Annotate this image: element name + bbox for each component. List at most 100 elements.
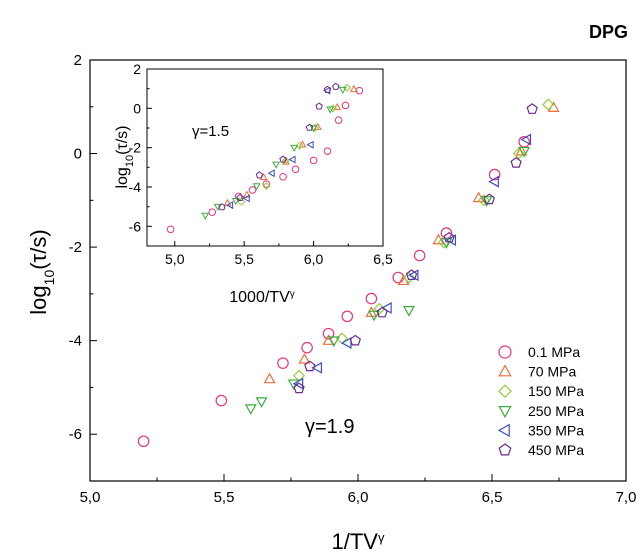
data-point (244, 404, 257, 415)
x-tick-label: 5,5 (214, 489, 235, 506)
data-point (215, 394, 228, 407)
series-350-mpa (292, 133, 532, 390)
data-point (518, 146, 531, 158)
data-point (542, 98, 555, 111)
inset-y-tick-label: -4 (129, 179, 142, 195)
data-point (407, 269, 419, 282)
x-axis-label: 1/TVγ (332, 529, 385, 554)
inset-data-point (326, 106, 335, 114)
data-point (440, 238, 453, 249)
legend-entry: 70 MPa (498, 364, 576, 380)
inset-series-0-1-mpa (166, 86, 364, 234)
inset-data-point (225, 201, 234, 210)
legend-marker (498, 384, 512, 399)
legend-entry: 0.1 MPa (498, 344, 580, 360)
data-point (376, 306, 388, 318)
inset-data-point (341, 101, 350, 110)
data-point (263, 372, 276, 384)
y-tick-label: -6 (69, 426, 82, 443)
chart-title: DPG (589, 22, 628, 42)
inset-data-point (323, 147, 332, 156)
data-point (304, 360, 316, 372)
inset-gamma-annotation: γ=1.5 (192, 123, 229, 140)
legend-marker (498, 443, 512, 456)
data-point (445, 234, 457, 247)
inset-data-point (279, 172, 287, 181)
inset-chart: 5,0 5,5 6,0 6,5 -6 -4 -2 0 2 1000/TVγ log10(τ/s)… (114, 61, 393, 306)
legend-marker (498, 364, 512, 377)
inset-data-point (349, 84, 358, 92)
inset-data-point (323, 85, 332, 93)
x-tick-label: 7,0 (616, 489, 636, 506)
inset-data-point (255, 171, 264, 179)
inset-data-point (333, 103, 342, 111)
data-point (293, 382, 305, 394)
inset-data-point (291, 165, 300, 174)
inset-x-tick-label: 6,5 (373, 251, 393, 267)
inset-data-point (262, 180, 271, 188)
data-point (510, 156, 522, 168)
inset-data-point (262, 182, 271, 191)
gamma-annotation: γ=1.9 (305, 416, 354, 438)
inset-data-point (242, 194, 250, 203)
y-tick-label: -4 (69, 333, 82, 350)
inset-y-tick-label: 2 (133, 61, 141, 77)
inset-x-axis-label: 1000/TVγ (229, 289, 294, 307)
data-point (413, 249, 426, 262)
inset-data-point (201, 212, 210, 220)
inset-data-point (281, 156, 290, 165)
inset-data-point (305, 123, 314, 131)
x-tick-label: 5,0 (80, 489, 101, 506)
inset-x-tick-label: 5,0 (165, 251, 185, 267)
y-tick-label: -2 (69, 239, 82, 256)
data-point (443, 231, 455, 243)
series-450-mpa (293, 103, 538, 394)
legend-marker (498, 345, 512, 359)
inset-data-point (332, 82, 340, 90)
legend-label: 0.1 MPa (528, 344, 580, 360)
legend-label: 350 MPa (528, 422, 584, 438)
data-point (520, 133, 532, 146)
legend-entry: 150 MPa (498, 383, 584, 399)
x-tick-label: 6,5 (482, 489, 503, 506)
inset-data-point (334, 116, 343, 124)
inset-data-point (248, 186, 257, 194)
inset-data-point (338, 86, 347, 94)
x-tick-label: 6,0 (348, 489, 369, 506)
data-point (311, 361, 323, 374)
data-point (368, 310, 381, 322)
legend-entry: 250 MPa (498, 403, 584, 419)
data-point (277, 357, 289, 369)
y-tick-label: 0 (74, 146, 82, 163)
inset-data-point (242, 190, 251, 198)
data-point (255, 397, 268, 408)
data-point (515, 144, 528, 156)
data-point (402, 271, 415, 284)
y-tick-label: 2 (74, 52, 82, 69)
data-point (327, 336, 340, 348)
data-point (301, 341, 313, 354)
inset-data-point (288, 155, 296, 164)
inset-data-point (218, 203, 226, 211)
inset-x-tick-label: 5,5 (234, 251, 254, 267)
data-point (488, 175, 499, 188)
inset-y-tick-label: -2 (129, 140, 142, 156)
inset-data-point (166, 225, 175, 234)
legend: 0.1 MPa 70 MPa 150 MPa 250 MPa 350 MPa 450 MP… (497, 344, 584, 458)
inset-series-450-mpa (218, 82, 340, 211)
data-point (137, 435, 150, 448)
legend-marker (497, 423, 510, 438)
data-point (349, 334, 361, 346)
inset-y-tick-label: 0 (133, 100, 141, 116)
legend-entry: 450 MPa (498, 442, 584, 458)
inset-series-350-mpa (225, 86, 331, 210)
inset-y-axis-label: log10(τ/s) (114, 125, 136, 188)
main-plot-frame (89, 59, 627, 482)
legend-label: 70 MPa (528, 364, 576, 380)
data-point (477, 194, 491, 207)
inset-data-point (309, 156, 318, 165)
data-point (483, 193, 495, 205)
legend-label: 150 MPa (528, 383, 584, 399)
inset-data-point (290, 144, 299, 152)
